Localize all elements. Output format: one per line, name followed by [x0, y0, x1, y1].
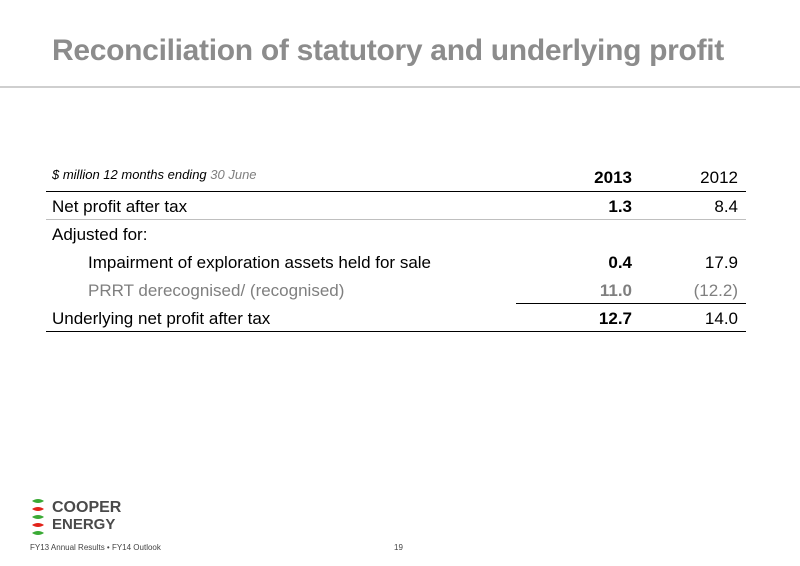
header-label-part2: 30 June — [210, 167, 257, 182]
row-value-2013: 12.7 — [598, 309, 632, 328]
slide-title: Reconciliation of statutory and underlyi… — [52, 34, 724, 67]
table-row: Adjusted for: — [46, 220, 746, 248]
row-value-2012: (12.2) — [693, 281, 738, 300]
table-row: Impairment of exploration assets held fo… — [46, 248, 746, 276]
row-value-2013: 11.0 — [599, 281, 632, 300]
row-label: Impairment of exploration assets held fo… — [88, 253, 432, 272]
row-label: Net profit after tax — [52, 197, 188, 216]
row-value-2012: 8.4 — [714, 197, 738, 216]
table-header-row: $ million 12 months ending 30 June 2013 … — [46, 162, 746, 192]
table-row-total: Underlying net profit after tax 12.7 14.… — [46, 304, 746, 332]
reconciliation-table: $ million 12 months ending 30 June 2013 … — [46, 162, 746, 332]
row-label: Adjusted for: — [52, 225, 148, 244]
header-2012: 2012 — [700, 168, 738, 187]
row-label: Underlying net profit after tax — [52, 309, 271, 328]
footer-caption: FY13 Annual Results • FY14 Outlook — [30, 543, 161, 552]
table-row: PRRT derecognised/ (recognised) 11.0 (12… — [88, 276, 746, 304]
table-row: Net profit after tax 1.3 8.4 — [46, 192, 746, 220]
row-value-2012: 17.9 — [704, 253, 738, 272]
row-label: PRRT derecognised/ (recognised) — [88, 281, 345, 300]
cooper-energy-logo-icon — [32, 499, 44, 535]
logo-text-energy: ENERGY — [52, 516, 116, 533]
page-number: 19 — [394, 543, 403, 552]
logo-text-cooper: COOPER — [52, 499, 122, 516]
row-value-2013: 0.4 — [608, 253, 632, 272]
header-period-label: $ million 12 months ending 30 June — [52, 167, 257, 182]
title-divider — [0, 86, 800, 88]
row-value-2012: 14.0 — [704, 309, 738, 328]
row-value-2013: 1.3 — [608, 197, 632, 216]
header-label-part1: $ million 12 months ending — [52, 167, 211, 182]
header-2013: 2013 — [594, 168, 632, 187]
